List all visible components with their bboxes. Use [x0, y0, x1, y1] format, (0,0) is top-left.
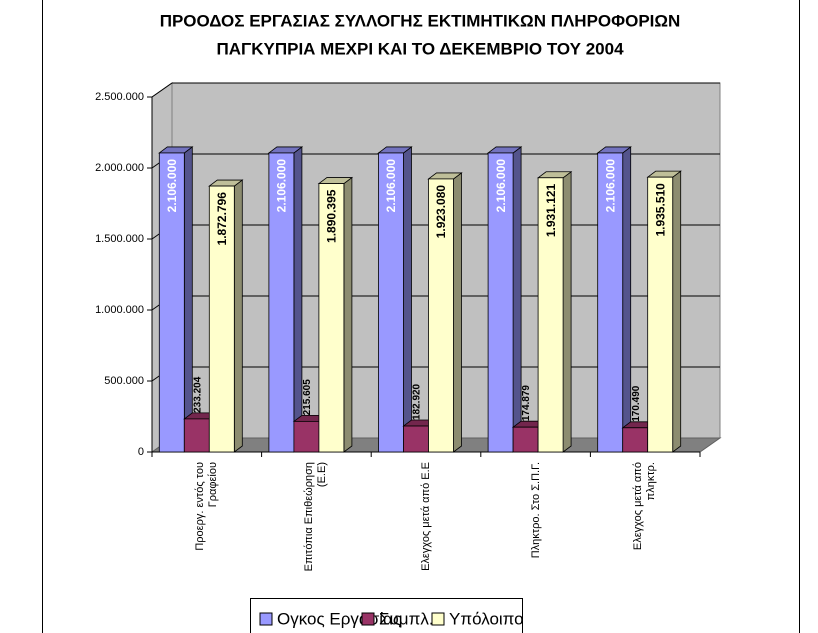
value-label: 2.106.000: [165, 159, 179, 213]
x-tick-label: Επιτόπια Επιθεώρηση (Ε.Ε): [303, 462, 329, 572]
bar-side: [343, 176, 353, 453]
bar-front: [622, 427, 649, 453]
bar-side: [233, 179, 243, 453]
bar: [377, 146, 413, 453]
bar-side: [293, 146, 303, 453]
value-label: 174.879: [521, 385, 532, 422]
bar: [596, 146, 632, 453]
value-label: 2.106.000: [494, 159, 508, 213]
bar-side: [512, 146, 522, 453]
bar-front: [647, 176, 674, 453]
value-label: 2.106.000: [275, 159, 289, 213]
bar-side: [403, 146, 412, 453]
y-tick-label: 1.000.000: [95, 304, 144, 316]
value-label: 182.920: [412, 383, 423, 420]
bar-front: [428, 178, 454, 453]
legend-swatch: [431, 612, 445, 626]
value-label: 1.935.510: [653, 183, 667, 237]
bar-front: [268, 152, 295, 453]
legend-label: Συμπλ.: [379, 609, 434, 628]
bar: [208, 179, 244, 453]
chart-title: ΠΡΟΟΔΟΣ ΕΡΓΑΣΙΑΣ ΣΥΛΛΟΓΗΣ ΕΚΤΙΜΗΤΙΚΩΝ ΠΛ…: [160, 11, 681, 30]
bar: [536, 170, 573, 453]
value-label: 215.605: [302, 379, 313, 416]
bar-front: [293, 420, 320, 453]
y-tick-label: 0: [138, 446, 144, 458]
legend-swatch: [259, 612, 273, 626]
bar-front: [318, 183, 345, 453]
bar-side: [453, 172, 462, 453]
value-label: 1.872.796: [215, 192, 229, 246]
x-tick-label: Ελεγχος μετά από Ε.Ε: [419, 462, 432, 571]
y-tick-label: 1.500.000: [95, 233, 144, 245]
value-label: 170.490: [631, 385, 642, 422]
bar-front: [158, 152, 185, 453]
legend-swatch: [361, 612, 375, 626]
y-tick-label: 2.500.000: [95, 91, 144, 103]
y-tick-label: 500.000: [104, 375, 144, 387]
legend-box: [250, 598, 523, 633]
bar: [158, 146, 194, 453]
bar-side: [672, 170, 682, 453]
value-label: 1.923.080: [434, 185, 448, 239]
bar-front: [403, 425, 429, 453]
x-tick-label: Πληκτρο. Στο Σ.Π.Γ.: [529, 462, 542, 559]
bar-side: [562, 170, 572, 453]
bar-front: [183, 418, 210, 453]
value-label: 233.204: [192, 376, 203, 413]
bar: [646, 170, 682, 453]
legend-label: Υπόλοιπο: [449, 609, 524, 628]
bar-front: [537, 177, 564, 453]
bar: [267, 146, 304, 453]
value-label: 1.931.121: [544, 183, 558, 237]
chart-title: ΠΑΓΚΥΠΡΙΑ ΜΕΧΡΙ ΚΑΙ ΤΟ ΔΕΚΕΜΒΡΙΟ ΤΟΥ 200…: [216, 39, 624, 58]
y-tick-label: 2.000.000: [95, 162, 144, 174]
x-tick-label: Ελεγχος μετά από πληκτρ.: [632, 462, 658, 551]
bar-front: [597, 152, 624, 453]
bar-front: [512, 426, 539, 453]
value-label: 2.106.000: [384, 159, 398, 213]
bar: [427, 172, 463, 453]
grid-line: [151, 82, 173, 98]
bar-front: [208, 185, 235, 453]
value-label: 2.106.000: [603, 159, 617, 213]
bar-side: [183, 146, 193, 453]
bar-front: [378, 152, 404, 453]
bar-side: [622, 146, 632, 453]
bar-front: [487, 152, 514, 453]
x-tick-label: Προεργ. εντός του Γραφείου: [193, 462, 219, 551]
value-label: 1.890.395: [325, 189, 339, 243]
bar: [317, 176, 354, 453]
